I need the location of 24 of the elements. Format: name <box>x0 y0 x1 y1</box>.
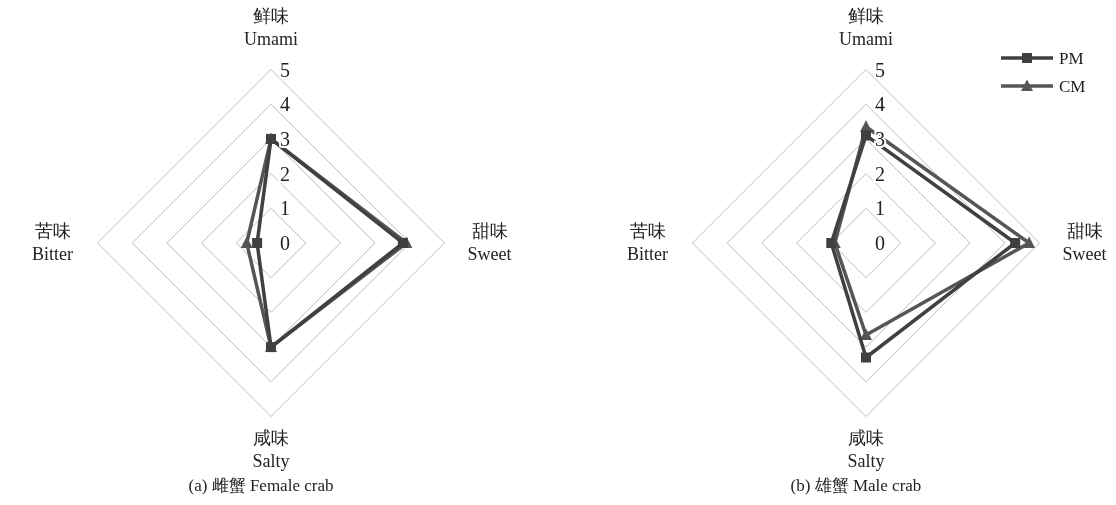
y-tick-label: 2 <box>875 162 885 185</box>
y-tick-label: 3 <box>875 127 885 150</box>
text: (a) 雌蟹 Female crab <box>188 476 334 495</box>
y-tick-label: 1 <box>280 197 290 220</box>
y-tick-label: 5 <box>875 58 885 81</box>
spoke-label: 甜味 Sweet <box>1062 221 1107 264</box>
legend-label: CM <box>1059 77 1086 96</box>
spoke-label: 咸味 Salty <box>847 427 885 471</box>
legend-label: PM <box>1059 49 1084 68</box>
y-tick-label: 1 <box>875 197 885 220</box>
y-tick-label: 5 <box>280 58 290 81</box>
spoke-label: 甜味 Sweet <box>467 221 512 264</box>
text: (b) 雄蟹 Male crab <box>790 476 922 495</box>
spoke-label: 咸味 Salty <box>252 427 290 471</box>
spoke-label: 鲜味 Umami <box>839 5 893 49</box>
y-tick-label: 3 <box>280 127 290 150</box>
y-tick-label: 0 <box>875 232 885 254</box>
y-tick-label: 0 <box>280 232 290 254</box>
spoke-label: 鲜味 Umami <box>244 5 298 49</box>
y-tick-label: 4 <box>280 93 290 116</box>
spoke-label: 苦味 Bitter <box>627 221 668 264</box>
y-tick-label: 4 <box>875 93 885 116</box>
y-tick-label: 2 <box>280 162 290 185</box>
spoke-label: 苦味 Bitter <box>32 221 73 264</box>
